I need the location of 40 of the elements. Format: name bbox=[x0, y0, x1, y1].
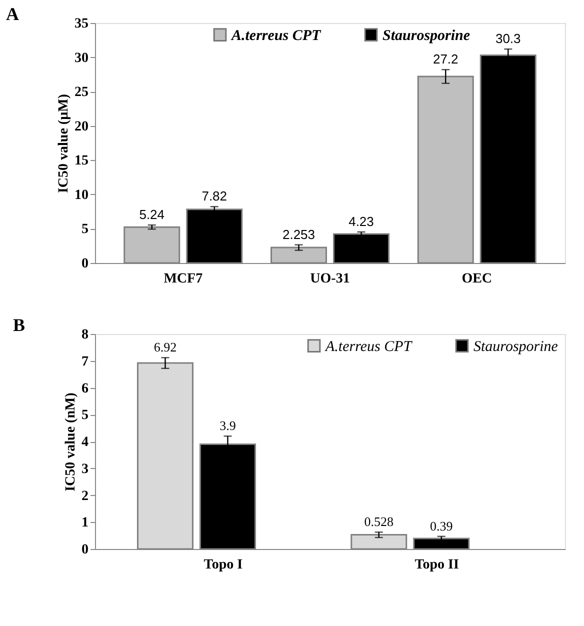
y-tick-label: 4 bbox=[82, 435, 88, 450]
data-label: 7.82 bbox=[202, 188, 228, 204]
x-tick-label: MCF7 bbox=[164, 272, 203, 286]
legend-label: Staurosporine bbox=[382, 28, 470, 44]
y-tick-label: 0 bbox=[82, 256, 88, 272]
y-tick-label: 5 bbox=[82, 222, 88, 238]
y-tick-label: 3 bbox=[82, 462, 88, 477]
y-tick-label: 20 bbox=[74, 119, 88, 134]
legend-label: A.terreus CPT bbox=[230, 28, 322, 44]
x-tick-label: Topo I bbox=[204, 558, 243, 572]
x-tick-label: OEC bbox=[462, 272, 492, 286]
data-label: 5.24 bbox=[139, 207, 165, 222]
data-label: 4.23 bbox=[348, 214, 374, 229]
legend-label: Staurosporine bbox=[474, 338, 558, 355]
y-tick-label: 8 bbox=[82, 328, 88, 342]
data-label: 0.528 bbox=[364, 514, 394, 530]
chart-title: B bbox=[13, 315, 26, 335]
data-label: 3.9 bbox=[220, 418, 236, 434]
x-tick-label: Topo II bbox=[414, 558, 459, 572]
y-tick-label: 5 bbox=[82, 408, 88, 424]
y-tick-label: 6 bbox=[82, 381, 88, 396]
y-tick-label: 1 bbox=[82, 516, 88, 531]
data-label: 2.253 bbox=[282, 226, 316, 242]
data-label: 6.92 bbox=[154, 340, 177, 355]
y-tick-label: 15 bbox=[74, 154, 88, 169]
y-tick-label: 25 bbox=[74, 85, 88, 100]
y-tick-label: 30 bbox=[74, 50, 88, 66]
y-tick-label: 7 bbox=[82, 354, 88, 370]
data-label: 30.3 bbox=[495, 31, 521, 46]
data-label: 0.39 bbox=[430, 518, 453, 534]
y-tick-label: 2 bbox=[82, 488, 88, 504]
x-tick-label: UO-31 bbox=[310, 272, 350, 286]
legend-label: A.terreus CPT bbox=[324, 338, 414, 355]
y-tick-label: 10 bbox=[74, 188, 88, 203]
y-axis-title: IC50 value (nM) bbox=[64, 392, 78, 492]
chart-title: A bbox=[6, 4, 19, 24]
y-tick-label: 35 bbox=[74, 16, 88, 32]
y-tick-label: 0 bbox=[82, 542, 88, 558]
data-label: 27.2 bbox=[432, 52, 458, 67]
y-axis-title: IC50 value (µM) bbox=[56, 94, 72, 194]
